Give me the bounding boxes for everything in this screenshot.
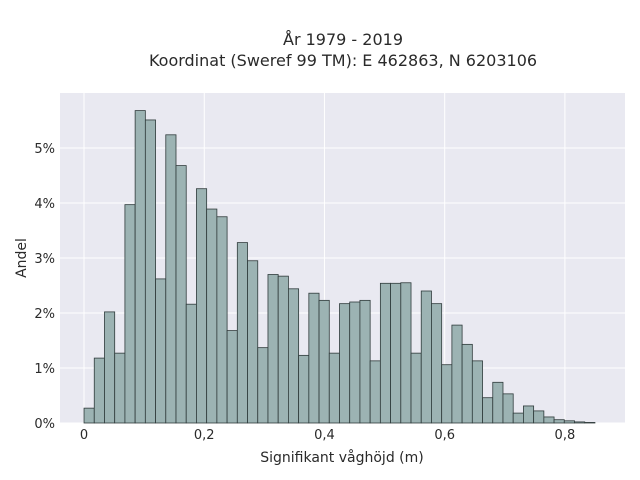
histogram-bar [339,303,351,424]
histogram-bar [298,354,310,424]
chart-subtitle: Koordinat (Sweref 99 TM): E 462863, N 62… [149,51,537,70]
histogram-bar [165,134,177,424]
y-tick-label: 2% [34,307,55,322]
y-tick-label: 3% [34,252,55,267]
histogram-bar [512,412,524,424]
x-axis-ticks: 0 0,2 0,4 0,6 0,8 [80,428,575,443]
histogram-bar [206,208,218,424]
histogram-bar [277,275,289,424]
histogram-bar [543,416,555,424]
x-tick-label: 0 [80,428,88,443]
histogram-bar [410,352,422,424]
histogram-bar [288,288,300,424]
histogram-bar [196,188,208,424]
histogram-bar [267,274,279,424]
histogram-bar [83,407,95,424]
histogram-bar [328,352,340,424]
y-axis-ticks: 0% 1% 2% 3% 4% 5% [34,142,55,432]
histogram-bar [451,324,463,424]
x-axis-label: Signifikant våghöjd (m) [260,449,423,466]
y-tick-label: 1% [34,362,55,377]
y-tick-label: 0% [34,417,55,432]
x-tick-label: 0,6 [434,428,455,443]
histogram-bar [308,292,320,424]
histogram-bar [369,360,381,424]
histogram-bar [318,299,330,424]
histogram-bar [420,290,432,424]
histogram-bar [523,405,535,424]
chart-title: År 1979 - 2019 [283,30,403,49]
histogram-bar [441,364,453,424]
histogram-bar [185,303,197,424]
histogram-bar [502,393,514,424]
x-tick-label: 0,2 [194,428,215,443]
bars [83,110,596,424]
histogram-bar [114,352,126,424]
histogram-bar [359,299,371,424]
histogram-bar [104,311,116,424]
histogram-bar [236,242,248,424]
histogram-bar [390,282,402,424]
histogram-bar [400,282,412,424]
histogram-bar [155,278,167,424]
histogram-bar [492,381,504,424]
y-tick-label: 4% [34,197,55,212]
histogram-bar [379,282,391,424]
histogram-bar [247,260,259,424]
y-tick-label: 5% [34,142,55,157]
histogram-bar [471,360,483,424]
histogram-bar [216,216,228,424]
histogram-bar [175,165,187,424]
histogram-bar [563,420,575,424]
histogram-bar [533,410,545,424]
x-tick-label: 0,4 [314,428,335,443]
histogram-bar [93,357,105,424]
histogram-bar [124,204,136,424]
histogram-bar [431,303,443,424]
histogram-bar [461,343,473,424]
histogram-bar [584,422,596,424]
histogram-bar [574,421,586,424]
histogram-bar [482,397,494,424]
y-axis-label: Andel [14,238,30,278]
histogram-bar [226,330,238,424]
histogram-bar [144,119,156,424]
histogram-bar [134,110,146,424]
histogram-bar [553,419,565,424]
histogram-bar [349,301,361,424]
histogram-bar [257,347,269,424]
x-tick-label: 0,8 [555,428,576,443]
